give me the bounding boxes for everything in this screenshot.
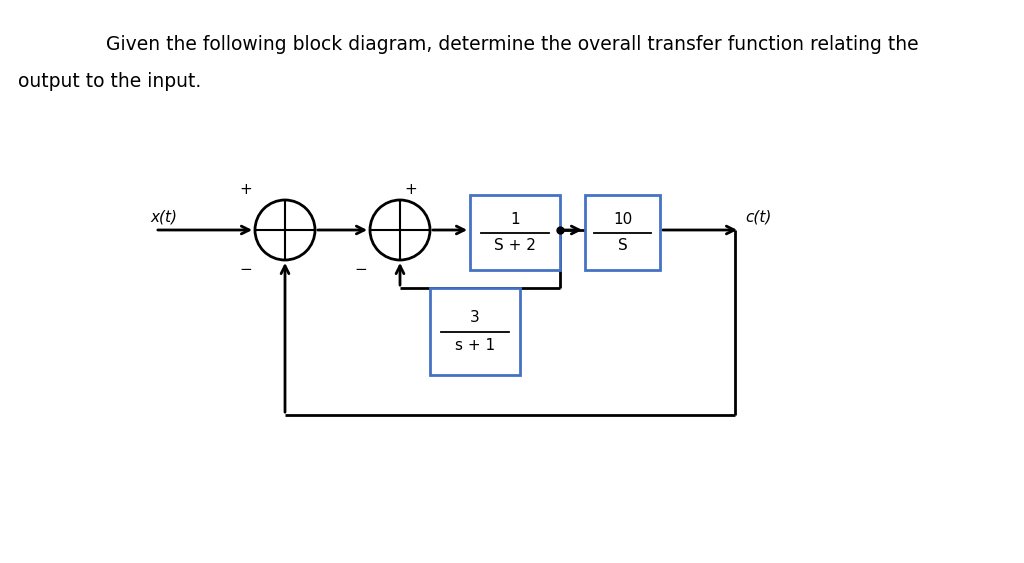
- Text: s + 1: s + 1: [455, 337, 495, 352]
- Text: +: +: [240, 182, 252, 197]
- Text: c(t): c(t): [745, 210, 771, 225]
- Text: +: +: [404, 182, 417, 197]
- Text: 3: 3: [470, 311, 480, 325]
- Text: 1: 1: [510, 212, 520, 226]
- Text: Given the following block diagram, determine the overall transfer function relat: Given the following block diagram, deter…: [105, 35, 919, 54]
- Text: S + 2: S + 2: [494, 239, 536, 253]
- Text: −: −: [240, 262, 252, 277]
- Bar: [470, 195, 560, 270]
- Text: x(t): x(t): [150, 210, 177, 225]
- Text: −: −: [354, 262, 367, 277]
- Text: S: S: [617, 239, 628, 253]
- Text: 10: 10: [613, 212, 632, 226]
- Bar: [585, 195, 660, 270]
- Bar: [430, 288, 520, 375]
- Text: output to the input.: output to the input.: [18, 72, 202, 91]
